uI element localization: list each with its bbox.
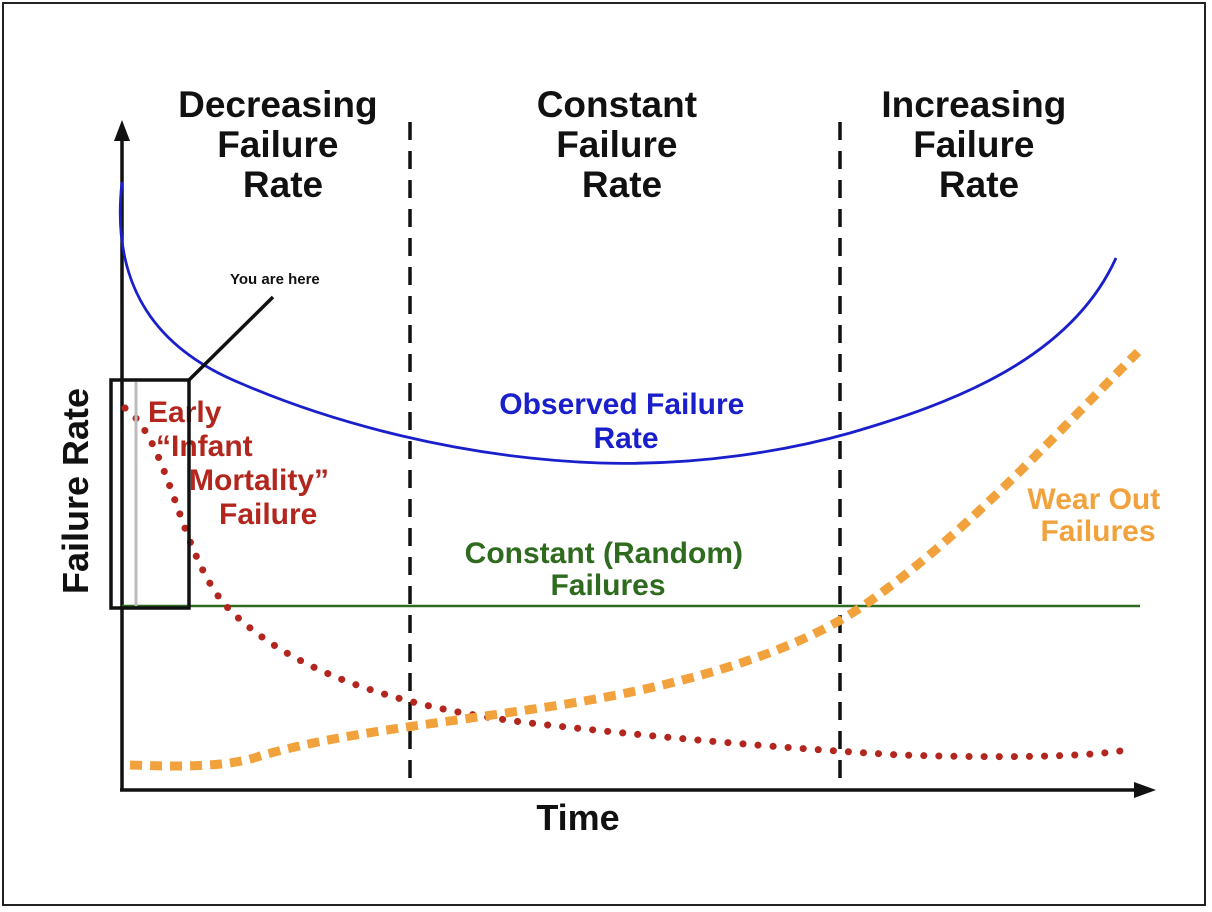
observed-failure-rate-label: Observed Failure Rate: [499, 388, 752, 455]
y-axis-arrowhead: [114, 120, 130, 141]
phase-title-increasing: Increasing Failure Rate: [881, 84, 1076, 205]
you-are-here-leader-line: [187, 295, 275, 382]
y-axis-label: Failure Rate: [55, 388, 96, 594]
phase-title-decreasing: Decreasing Failure Rate: [178, 84, 388, 205]
x-axis-label: Time: [536, 797, 619, 838]
wear-out-label: Wear Out Failures: [1027, 483, 1168, 548]
infant-mortality-label: Early “Infant Mortality” Failure: [148, 396, 337, 531]
wear-out-curve: [129, 348, 1142, 771]
you-are-here-label: You are here: [230, 271, 320, 288]
observed-failure-rate-curve: [118, 181, 1118, 465]
x-axis-arrowhead: [1134, 782, 1156, 798]
constant-failures-label: Constant (Random) Failures: [465, 537, 752, 602]
you-are-here-box: [109, 378, 191, 610]
phase-title-constant: Constant Failure Rate: [537, 84, 708, 205]
infant-mortality-curve: [121, 404, 1124, 761]
